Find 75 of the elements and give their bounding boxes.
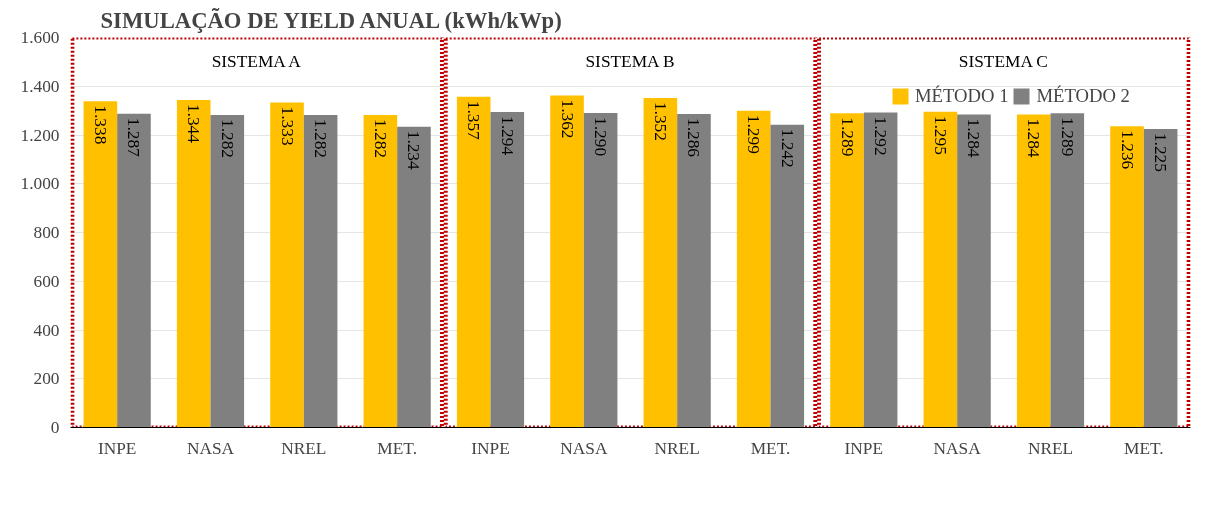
x-tick-label: MET. [750, 438, 791, 458]
bar [550, 95, 584, 428]
data-label: 1.287 [124, 117, 144, 158]
bar [1050, 113, 1085, 428]
bar [490, 112, 525, 428]
x-tick-label: NASA [186, 438, 235, 458]
bar [583, 113, 618, 428]
bar [770, 124, 805, 428]
bar [736, 110, 771, 428]
chart-title: SIMULAÇÃO DE YIELD ANUAL (kWh/kWp) [100, 7, 562, 33]
bar [270, 102, 304, 428]
data-label: 1.236 [1117, 130, 1137, 170]
bar [210, 115, 245, 428]
data-label: 1.295 [930, 115, 950, 155]
data-label: 1.284 [964, 118, 984, 158]
x-tick-label: INPE [471, 438, 510, 458]
bar [303, 115, 338, 428]
x-tick-label: NASA [933, 438, 982, 458]
data-label: 1.282 [217, 119, 237, 159]
data-label: 1.289 [1057, 117, 1077, 157]
y-tick-label: 1.000 [20, 174, 60, 194]
bar [863, 112, 898, 428]
data-label: 1.282 [311, 119, 331, 159]
bar [456, 96, 491, 428]
data-label: 1.290 [591, 117, 611, 157]
data-label: 1.234 [404, 130, 424, 171]
y-tick-label: 800 [33, 223, 60, 242]
y-tick-label: 1.400 [20, 76, 60, 96]
data-label: 1.225 [1151, 132, 1171, 172]
data-label: 1.352 [650, 101, 670, 141]
x-tick-label: NREL [281, 438, 327, 458]
data-label: 1.289 [837, 117, 857, 157]
data-label: 1.282 [370, 119, 390, 159]
y-tick-label: 600 [33, 271, 60, 291]
x-tick-label: INPE [844, 438, 884, 458]
data-label: 1.286 [684, 118, 704, 158]
x-tick-label: NREL [654, 438, 700, 458]
data-label: 1.344 [184, 103, 204, 144]
bar [363, 115, 398, 428]
x-tick-label: NASA [560, 438, 608, 458]
legend-label: MÉTODO 2 [1036, 85, 1130, 107]
bar [176, 99, 211, 428]
legend-label: MÉTODO 1 [915, 85, 1009, 107]
bar [643, 97, 678, 428]
data-label: 1.362 [557, 99, 577, 139]
bar [677, 114, 711, 428]
bar [1110, 126, 1144, 428]
data-label: 1.242 [777, 128, 797, 168]
x-tick-label: INPE [97, 438, 137, 458]
bar [83, 101, 118, 428]
y-tick-label: 400 [33, 320, 60, 340]
annotation: SISTEMA C [958, 51, 1048, 71]
bar [923, 111, 958, 428]
bar [957, 114, 991, 428]
y-tick-label: 200 [33, 369, 60, 389]
x-tick-label: MET. [1124, 438, 1164, 458]
bar [397, 126, 431, 428]
bar [1143, 128, 1178, 428]
data-label: 1.299 [744, 114, 764, 154]
x-tick-label: NREL [1027, 438, 1074, 458]
bar [1016, 114, 1051, 428]
annotation: SISTEMA A [211, 51, 302, 71]
data-label: 1.284 [1024, 118, 1044, 158]
y-tick-label: 1.200 [20, 125, 60, 145]
bar [117, 113, 151, 428]
data-label: 1.294 [497, 116, 517, 156]
data-label: 1.292 [871, 116, 891, 156]
annotation: SISTEMA B [585, 51, 675, 71]
data-label: 1.357 [464, 100, 484, 141]
data-label: 1.338 [90, 105, 110, 145]
bar [830, 113, 864, 428]
y-tick-label: 0 [50, 418, 60, 437]
data-label: 1.333 [277, 106, 297, 146]
x-tick-label: MET. [377, 438, 417, 458]
y-tick-label: 1.600 [20, 28, 60, 47]
